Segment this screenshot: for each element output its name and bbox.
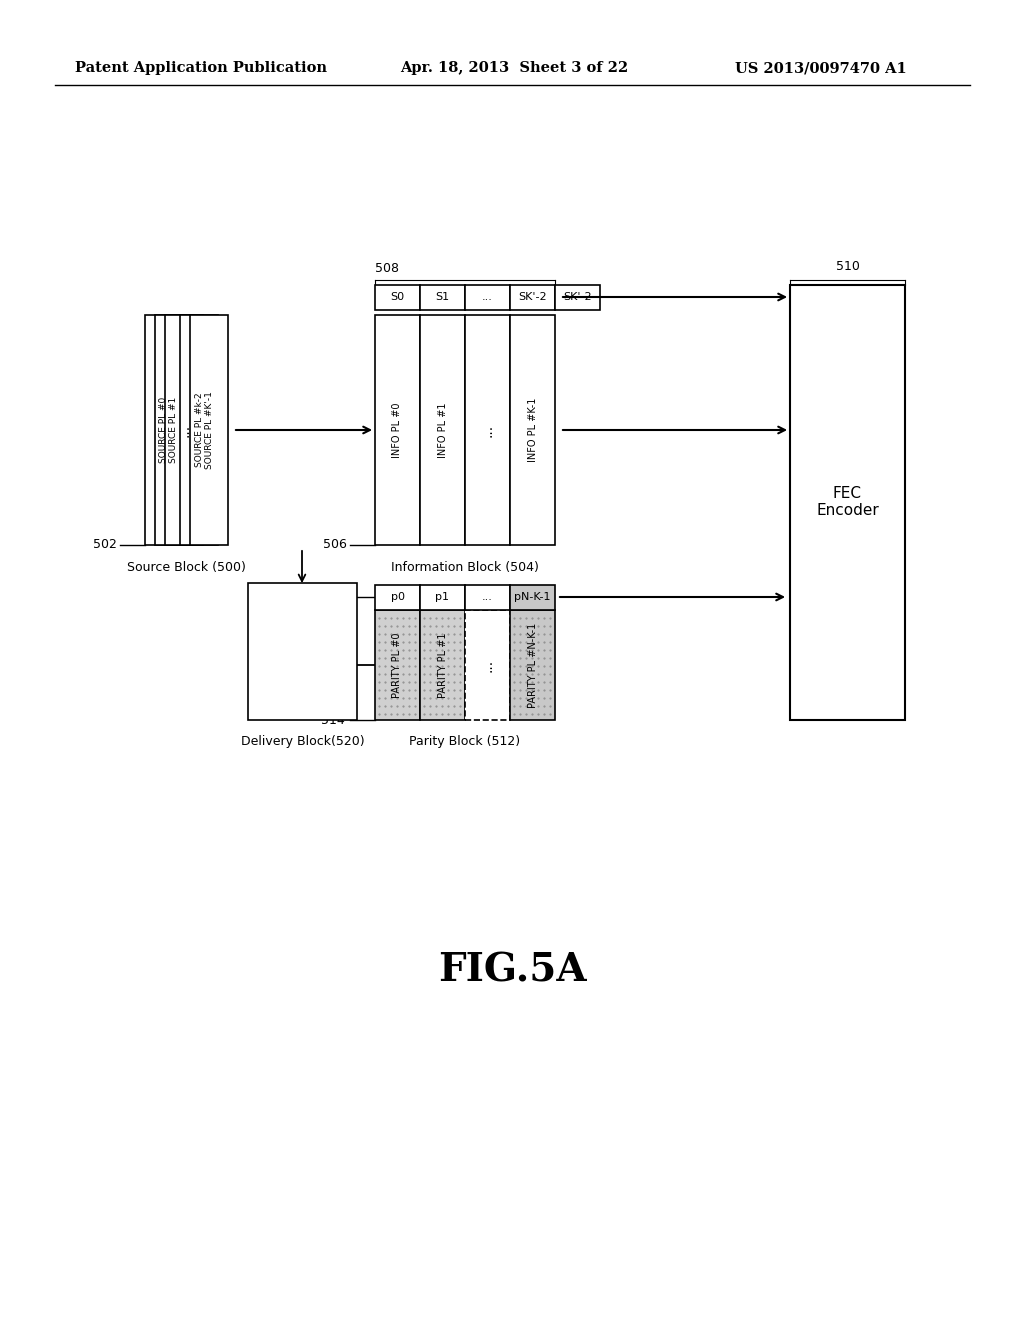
Text: PARITY PL #1: PARITY PL #1 [437, 632, 447, 698]
Text: PARITY PL #N-K-1: PARITY PL #N-K-1 [527, 622, 538, 708]
Text: SK'-2: SK'-2 [518, 292, 547, 302]
Bar [420, 315, 465, 545]
Text: FEC
Encoder: FEC Encoder [816, 486, 879, 519]
Bar [420, 585, 465, 610]
Text: 502: 502 [93, 539, 117, 552]
Bar [465, 315, 510, 545]
Text: S0: S0 [390, 292, 404, 302]
Text: ...: ... [480, 659, 495, 672]
Text: INFO PL #0: INFO PL #0 [392, 403, 402, 458]
Text: SOURCE PL #K'-1: SOURCE PL #K'-1 [205, 391, 213, 469]
Bar [145, 315, 183, 545]
Text: p1: p1 [435, 591, 450, 602]
Text: ...: ... [480, 424, 495, 437]
Bar [790, 285, 905, 719]
Text: 514: 514 [322, 714, 345, 726]
Bar [155, 315, 193, 545]
Bar [420, 610, 465, 719]
Text: PARITY PL #0: PARITY PL #0 [392, 632, 402, 698]
Bar [375, 610, 420, 719]
Bar [510, 315, 555, 545]
Text: 508: 508 [375, 261, 399, 275]
Bar [465, 285, 510, 310]
Bar [510, 585, 555, 610]
Text: INFO PL #K-1: INFO PL #K-1 [527, 397, 538, 462]
Bar [510, 610, 555, 719]
Text: SOURCE PL #0: SOURCE PL #0 [160, 397, 169, 463]
Bar [420, 285, 465, 310]
Text: 516: 516 [322, 590, 345, 603]
Text: SOURCE PL #k-2: SOURCE PL #k-2 [195, 392, 204, 467]
Text: ...: ... [482, 591, 493, 602]
Bar [248, 583, 357, 719]
Text: SK'-2: SK'-2 [563, 292, 592, 302]
Bar [555, 285, 600, 310]
Bar [375, 585, 420, 610]
Text: Delivery Block(520): Delivery Block(520) [241, 735, 365, 748]
Text: Source Block (500): Source Block (500) [127, 561, 246, 573]
Text: Information Block (504): Information Block (504) [391, 561, 539, 573]
Text: 510: 510 [836, 260, 859, 273]
Bar [510, 285, 555, 310]
Text: INFO PL #1: INFO PL #1 [437, 403, 447, 458]
Text: pN-K-1: pN-K-1 [514, 591, 551, 602]
Bar [180, 315, 218, 545]
Text: Patent Application Publication: Patent Application Publication [75, 61, 327, 75]
Text: S1: S1 [435, 292, 450, 302]
Text: Apr. 18, 2013  Sheet 3 of 22: Apr. 18, 2013 Sheet 3 of 22 [400, 61, 629, 75]
Text: 506: 506 [324, 539, 347, 552]
Bar [465, 585, 510, 610]
Bar [375, 285, 420, 310]
Text: FIG.5A: FIG.5A [437, 950, 587, 989]
Bar [375, 315, 420, 545]
Text: ...: ... [482, 292, 493, 302]
Text: p0: p0 [390, 591, 404, 602]
Bar [165, 315, 203, 545]
Text: US 2013/0097470 A1: US 2013/0097470 A1 [735, 61, 906, 75]
Text: Parity Block (512): Parity Block (512) [410, 735, 520, 748]
Text: SOURCE PL #1: SOURCE PL #1 [170, 397, 178, 463]
Bar [190, 315, 228, 545]
Bar [465, 610, 510, 719]
Text: ...: ... [177, 424, 191, 437]
